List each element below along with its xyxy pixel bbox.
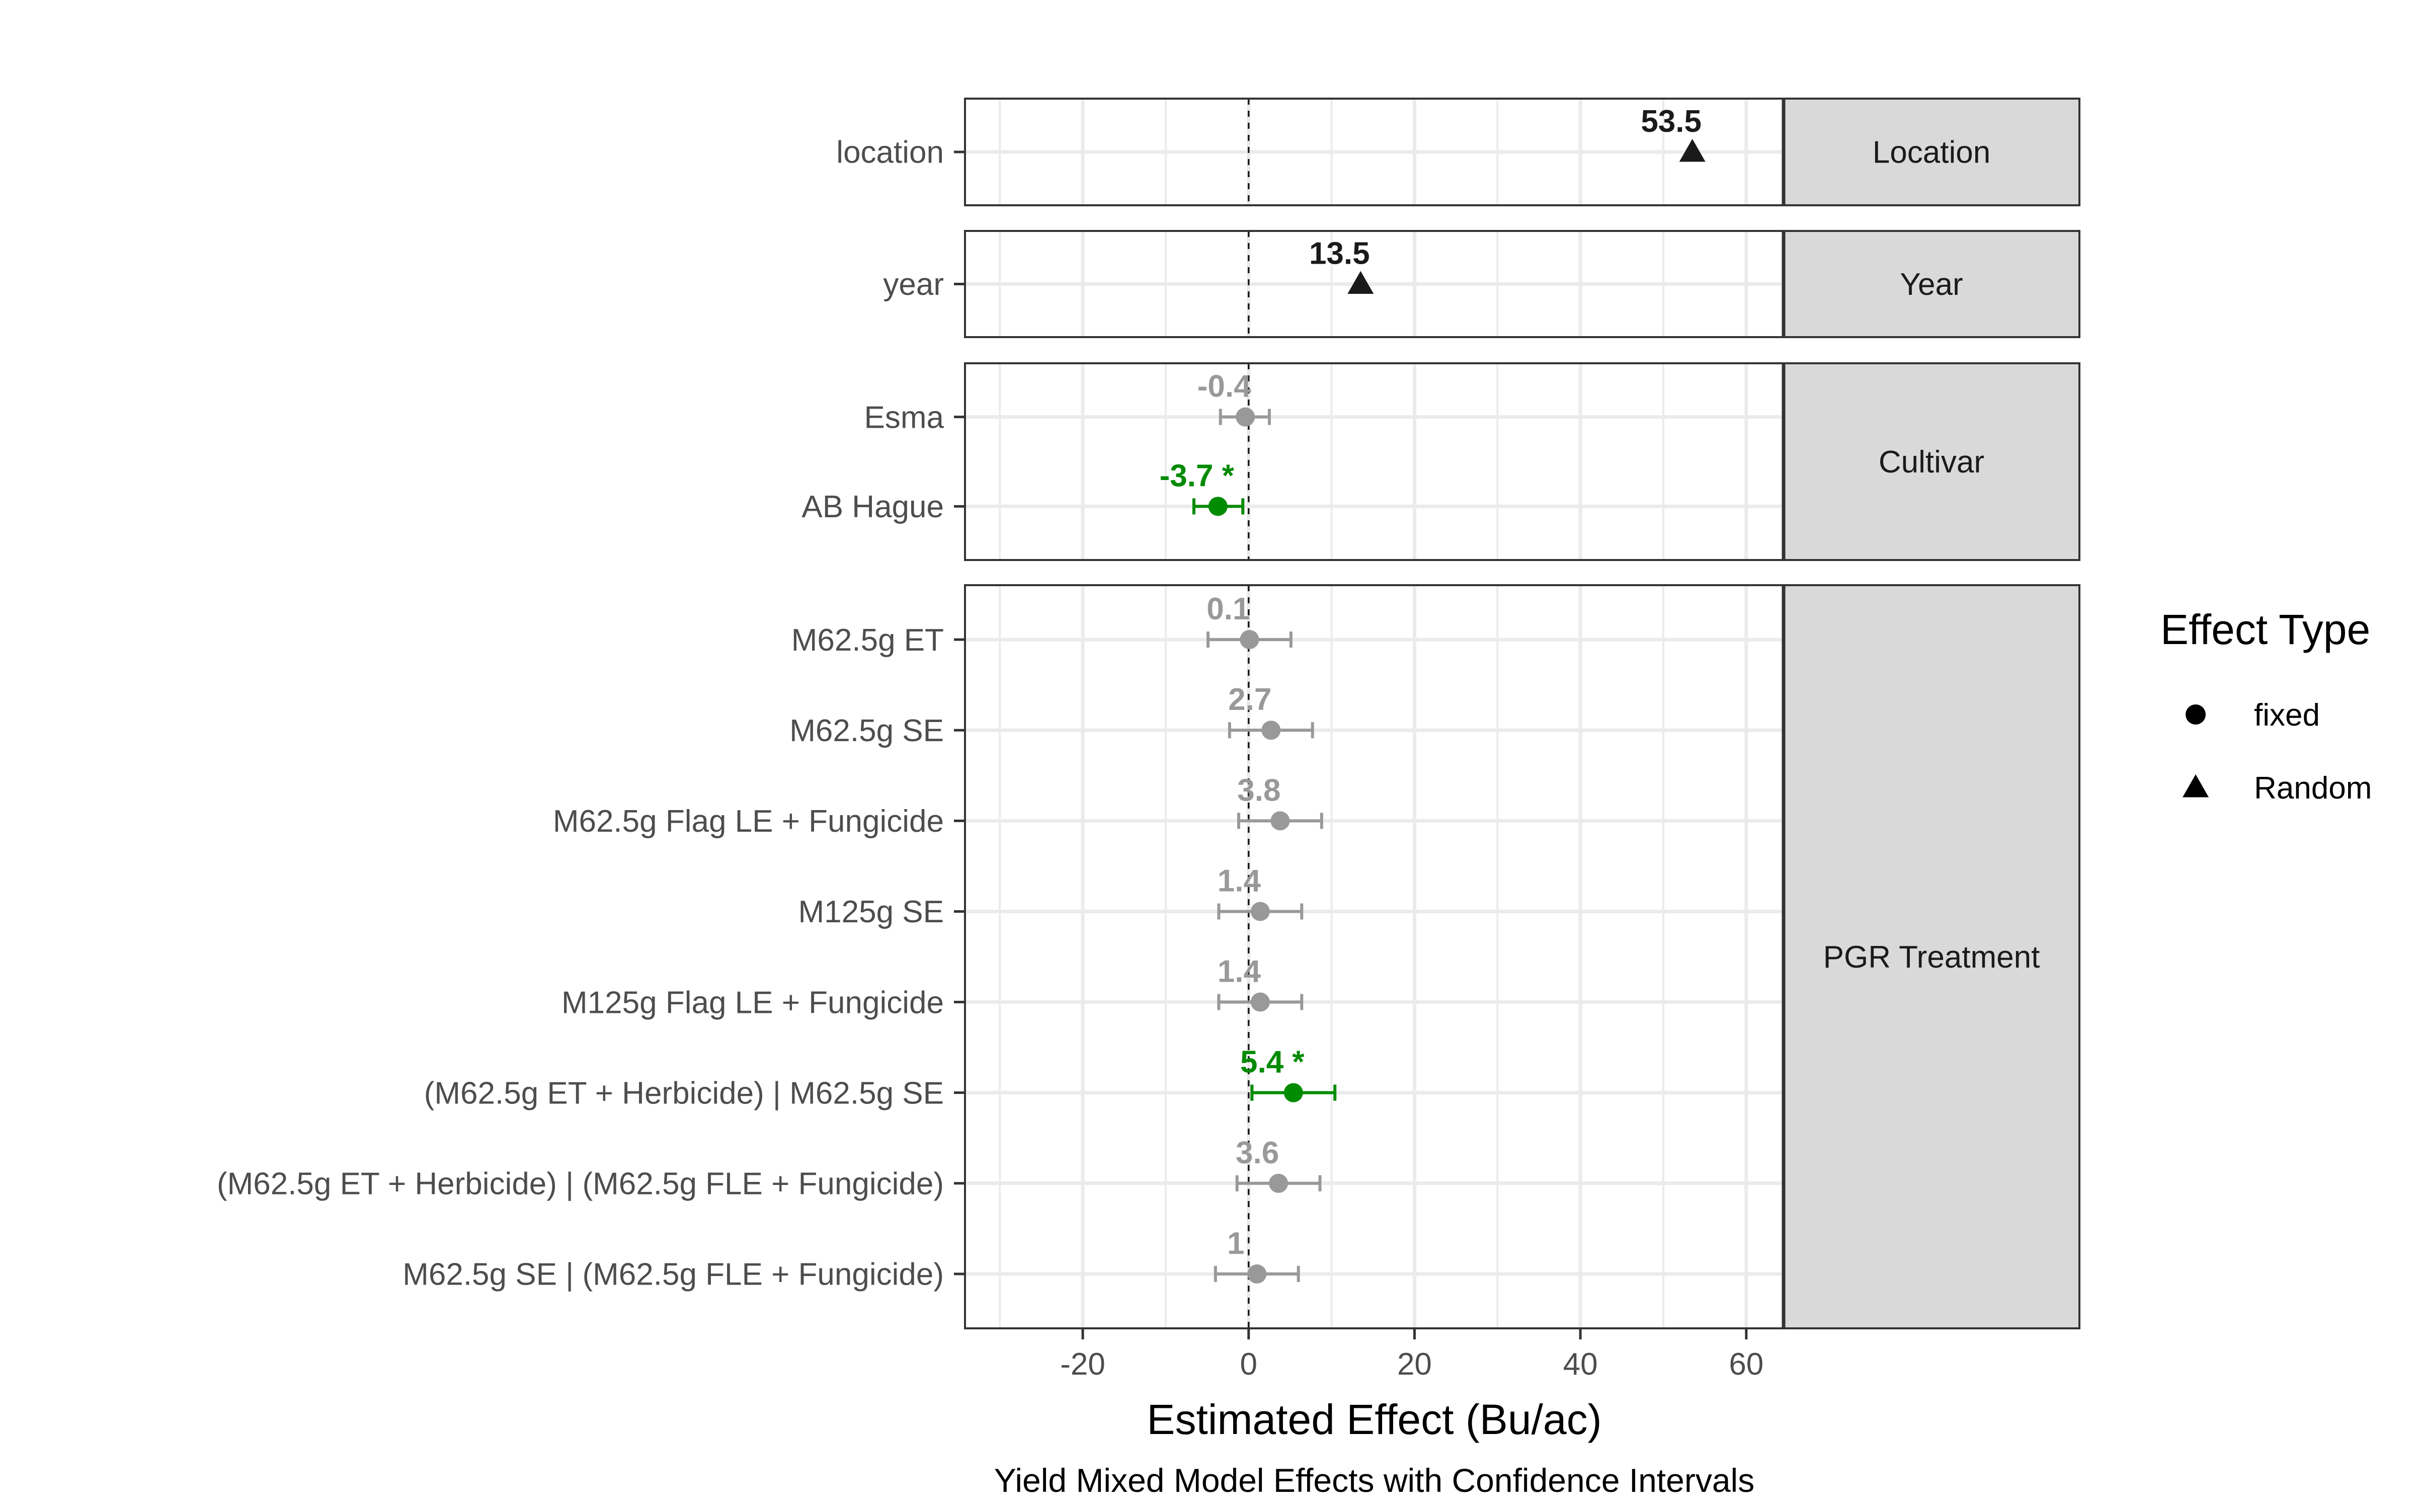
data-value-label: 3.8 — [1237, 773, 1280, 808]
legend-item-label: fixed — [2254, 698, 2320, 733]
y-tick-label: location — [836, 135, 944, 170]
y-tick-label: Esma — [864, 400, 944, 435]
y-tick-label: AB Hague — [801, 490, 944, 524]
data-point-fixed — [1250, 902, 1270, 921]
y-tick-label: M125g Flag LE + Fungicide — [561, 985, 944, 1020]
x-tick-label: 0 — [1240, 1347, 1257, 1382]
data-value-label: 13.5 — [1309, 236, 1370, 271]
x-tick-label: 40 — [1563, 1347, 1598, 1382]
data-point-fixed — [1250, 992, 1270, 1012]
data-value-label: 3.6 — [1236, 1136, 1279, 1170]
data-value-label: -3.7 * — [1160, 458, 1235, 493]
x-tick-label: -20 — [1060, 1347, 1105, 1382]
data-value-label: 1.4 — [1218, 863, 1261, 898]
data-point-fixed — [1240, 630, 1259, 650]
legend-title: Effect Type — [2160, 606, 2370, 653]
x-tick-label: 60 — [1729, 1347, 1763, 1382]
data-point-fixed — [1261, 721, 1281, 740]
legend-key-triangle — [2183, 774, 2209, 798]
y-tick-label: year — [883, 267, 944, 302]
facet-strip — [1783, 362, 2080, 561]
x-axis-title: Estimated Effect (Bu/ac) — [1147, 1396, 1601, 1443]
y-tick-label: (M62.5g ET + Herbicide) | M62.5g SE — [424, 1076, 944, 1110]
panel-background — [965, 363, 1784, 560]
data-point-random — [1679, 139, 1706, 162]
data-value-label: 2.7 — [1228, 682, 1271, 717]
chart-caption: Yield Mixed Model Effects with Confidenc… — [994, 1462, 1754, 1499]
data-value-label: 5.4 * — [1240, 1045, 1305, 1080]
facet-strip — [1783, 584, 2080, 1329]
data-point-fixed — [1283, 1083, 1303, 1102]
data-point-fixed — [1247, 1264, 1267, 1284]
facet-strip-label: Location — [1873, 135, 1990, 170]
legend-item-label: Random — [2254, 771, 2372, 806]
facet-strip — [1783, 98, 2080, 206]
facet-strip-label: Cultivar — [1879, 445, 1984, 480]
facet-strip-label: PGR Treatment — [1823, 940, 2040, 975]
y-tick-label: M125g SE — [798, 895, 944, 929]
y-tick-label: (M62.5g ET + Herbicide) | (M62.5g FLE + … — [217, 1167, 944, 1202]
legend-key-circle — [2186, 704, 2206, 725]
x-tick-label: 20 — [1397, 1347, 1432, 1382]
facet-strip — [1783, 230, 2080, 338]
data-value-label: 1 — [1227, 1226, 1244, 1261]
data-point-fixed — [1208, 497, 1228, 516]
data-value-label: 53.5 — [1641, 104, 1702, 139]
data-value-label: 0.1 — [1206, 592, 1250, 626]
data-point-fixed — [1236, 407, 1255, 427]
data-point-random — [1347, 271, 1374, 294]
y-tick-label: M62.5g ET — [791, 623, 944, 658]
data-point-fixed — [1269, 1173, 1289, 1193]
facet-strip-label: Year — [1900, 267, 1963, 302]
data-value-label: -0.4 — [1197, 369, 1251, 404]
y-tick-label: M62.5g Flag LE + Fungicide — [553, 804, 944, 839]
y-tick-label: M62.5g SE — [789, 713, 944, 748]
data-value-label: 1.4 — [1218, 954, 1261, 989]
y-tick-label: M62.5g SE | (M62.5g FLE + Fungicide) — [403, 1257, 944, 1292]
data-point-fixed — [1270, 811, 1290, 831]
panel-background — [965, 585, 1784, 1328]
